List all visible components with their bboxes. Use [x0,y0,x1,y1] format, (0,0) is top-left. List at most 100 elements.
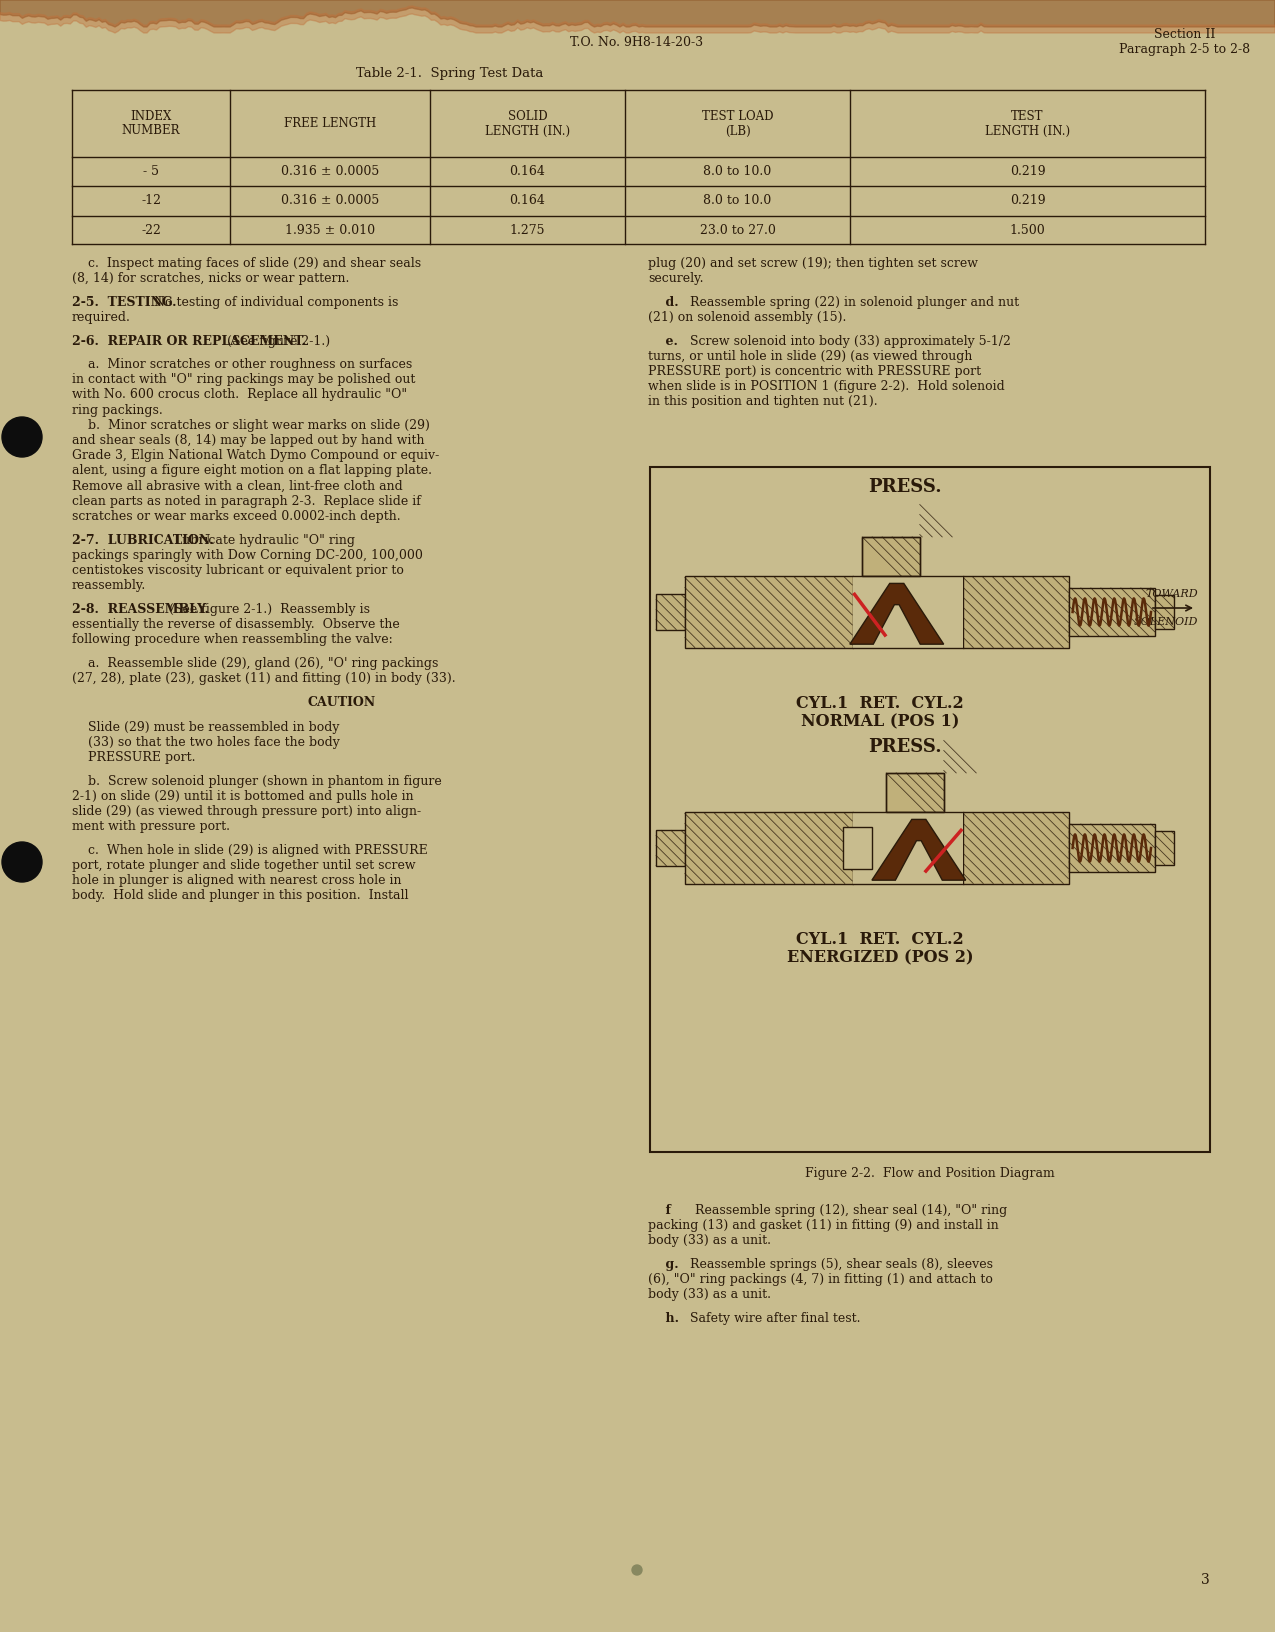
Bar [963,813,1068,885]
Bar [655,594,685,630]
Text: FREE LENGTH: FREE LENGTH [284,118,376,131]
Text: 1.500: 1.500 [1010,224,1046,237]
Bar [1068,824,1155,873]
Text: ring packings.: ring packings. [71,403,163,416]
Text: 3: 3 [1201,1573,1210,1586]
Bar [1155,831,1174,865]
Text: when slide is in POSITION 1 (figure 2-2).  Hold solenoid: when slide is in POSITION 1 (figure 2-2)… [648,380,1005,393]
Text: (21) on solenoid assembly (15).: (21) on solenoid assembly (15). [648,312,847,325]
Text: Screw solenoid into body (33) approximately 5-1/2: Screw solenoid into body (33) approximat… [690,335,1011,348]
Text: Paragraph 2-5 to 2-8: Paragraph 2-5 to 2-8 [1119,44,1251,57]
Bar [853,576,963,648]
Text: -22: -22 [142,224,161,237]
Text: INDEX
NUMBER: INDEX NUMBER [121,109,180,137]
Text: port, rotate plunger and slide together until set screw: port, rotate plunger and slide together … [71,858,416,871]
Text: 0.219: 0.219 [1010,165,1046,178]
Text: 2-8.  REASSEMBLY.: 2-8. REASSEMBLY. [71,602,209,615]
Text: b.  Screw solenoid plunger (shown in phantom in figure: b. Screw solenoid plunger (shown in phan… [71,775,441,788]
Bar [1155,596,1174,628]
Bar [685,576,853,648]
Text: and shear seals (8, 14) may be lapped out by hand with: and shear seals (8, 14) may be lapped ou… [71,434,425,447]
Text: 0.164: 0.164 [510,194,546,207]
Bar [886,774,943,813]
Bar [862,537,919,576]
Text: 0.316 ± 0.0005: 0.316 ± 0.0005 [280,194,379,207]
Text: d.: d. [648,295,687,308]
Text: 0.164: 0.164 [510,165,546,178]
Polygon shape [850,583,944,645]
Text: (8, 14) for scratches, nicks or wear pattern.: (8, 14) for scratches, nicks or wear pat… [71,273,349,286]
Text: PRESS.: PRESS. [868,478,942,496]
Text: (See figure 2-1.): (See figure 2-1.) [219,335,330,348]
Text: PRESSURE port) is concentric with PRESSURE port: PRESSURE port) is concentric with PRESSU… [648,366,982,379]
Text: (6), "O" ring packings (4, 7) in fitting (1) and attach to: (6), "O" ring packings (4, 7) in fitting… [648,1273,993,1286]
Text: 2-7.  LUBRICATION.: 2-7. LUBRICATION. [71,534,214,547]
Text: packing (13) and gasket (11) in fitting (9) and install in: packing (13) and gasket (11) in fitting … [648,1219,998,1232]
Text: SOLID
LENGTH (IN.): SOLID LENGTH (IN.) [484,109,570,137]
Text: PRESS.: PRESS. [868,738,942,756]
Text: 8.0 to 10.0: 8.0 to 10.0 [704,194,771,207]
Circle shape [3,842,42,881]
Text: Safety wire after final test.: Safety wire after final test. [690,1312,861,1325]
Text: 0.219: 0.219 [1010,194,1046,207]
Text: CYL.1  RET.  CYL.2: CYL.1 RET. CYL.2 [796,695,964,712]
Text: CAUTION: CAUTION [309,695,376,708]
Bar [1068,588,1155,636]
Text: alent, using a figure eight motion on a flat lapping plate.: alent, using a figure eight motion on a … [71,465,432,478]
Text: 2-1) on slide (29) until it is bottomed and pulls hole in: 2-1) on slide (29) until it is bottomed … [71,790,413,803]
Text: reassembly.: reassembly. [71,579,147,592]
Bar [655,831,685,867]
Text: securely.: securely. [648,273,704,286]
Text: (27, 28), plate (23), gasket (11) and fitting (10) in body (33).: (27, 28), plate (23), gasket (11) and fi… [71,672,455,685]
Text: c.  Inspect mating faces of slide (29) and shear seals: c. Inspect mating faces of slide (29) an… [71,256,421,269]
Circle shape [3,418,42,457]
Text: centistokes viscosity lubricant or equivalent prior to: centistokes viscosity lubricant or equiv… [71,565,404,578]
Text: plug (20) and set screw (19); then tighten set screw: plug (20) and set screw (19); then tight… [648,256,978,269]
Text: packings sparingly with Dow Corning DC-200, 100,000: packings sparingly with Dow Corning DC-2… [71,548,423,561]
Text: ENERGIZED (POS 2): ENERGIZED (POS 2) [787,948,973,966]
Text: -12: -12 [142,194,161,207]
Text: e.: e. [648,335,687,348]
Text: clean parts as noted in paragraph 2-3.  Replace slide if: clean parts as noted in paragraph 2-3. R… [71,494,421,508]
Text: h.: h. [648,1312,687,1325]
Text: a.  Reassemble slide (29), gland (26), "O' ring packings: a. Reassemble slide (29), gland (26), "O… [71,656,439,669]
Text: 1.275: 1.275 [510,224,546,237]
Bar [650,467,1210,1152]
Text: Section II: Section II [1154,28,1215,41]
Text: Remove all abrasive with a clean, lint-free cloth and: Remove all abrasive with a clean, lint-f… [71,480,403,493]
Text: Reassemble spring (12), shear seal (14), "O" ring: Reassemble spring (12), shear seal (14),… [695,1204,1007,1217]
Text: in contact with "O" ring packings may be polished out: in contact with "O" ring packings may be… [71,374,416,387]
Bar [862,537,919,576]
Bar [963,576,1068,648]
Text: body (33) as a unit.: body (33) as a unit. [648,1234,771,1247]
Text: TEST LOAD
(LB): TEST LOAD (LB) [701,109,773,137]
Text: Table 2-1.  Spring Test Data: Table 2-1. Spring Test Data [356,67,543,80]
Polygon shape [872,819,965,880]
Text: turns, or until hole in slide (29) (as viewed through: turns, or until hole in slide (29) (as v… [648,349,973,362]
Text: 8.0 to 10.0: 8.0 to 10.0 [704,165,771,178]
Text: c.  When hole in slide (29) is aligned with PRESSURE: c. When hole in slide (29) is aligned wi… [71,844,427,857]
Text: (33) so that the two holes face the body: (33) so that the two holes face the body [71,736,340,749]
Text: g.: g. [648,1258,687,1271]
Text: essentially the reverse of disassembly.  Observe the: essentially the reverse of disassembly. … [71,619,400,632]
Text: required.: required. [71,312,131,325]
Text: CYL.1  RET.  CYL.2: CYL.1 RET. CYL.2 [796,930,964,948]
Text: 2-5.  TESTING.: 2-5. TESTING. [71,295,176,308]
Text: 23.0 to 27.0: 23.0 to 27.0 [700,224,775,237]
Circle shape [632,1565,643,1575]
Bar [843,826,872,870]
Text: Reassemble spring (22) in solenoid plunger and nut: Reassemble spring (22) in solenoid plung… [690,295,1019,308]
Text: - 5: - 5 [143,165,159,178]
Text: Reassemble springs (5), shear seals (8), sleeves: Reassemble springs (5), shear seals (8),… [690,1258,993,1271]
Text: hole in plunger is aligned with nearest cross hole in: hole in plunger is aligned with nearest … [71,875,402,888]
Text: 1.935 ± 0.010: 1.935 ± 0.010 [284,224,375,237]
Text: (See figure 2-1.)  Reassembly is: (See figure 2-1.) Reassembly is [161,602,370,615]
Text: ment with pressure port.: ment with pressure port. [71,821,230,834]
Text: No testing of individual components is: No testing of individual components is [145,295,398,308]
Text: with No. 600 crocus cloth.  Replace all hydraulic "O": with No. 600 crocus cloth. Replace all h… [71,388,407,401]
Text: Figure 2-2.  Flow and Position Diagram: Figure 2-2. Flow and Position Diagram [805,1167,1054,1180]
Text: 0.316 ± 0.0005: 0.316 ± 0.0005 [280,165,379,178]
Text: b.  Minor scratches or slight wear marks on slide (29): b. Minor scratches or slight wear marks … [71,419,430,432]
Text: SOLENOID: SOLENOID [1133,617,1198,627]
Text: 2-6.  REPAIR OR REPLACEMENT.: 2-6. REPAIR OR REPLACEMENT. [71,335,306,348]
